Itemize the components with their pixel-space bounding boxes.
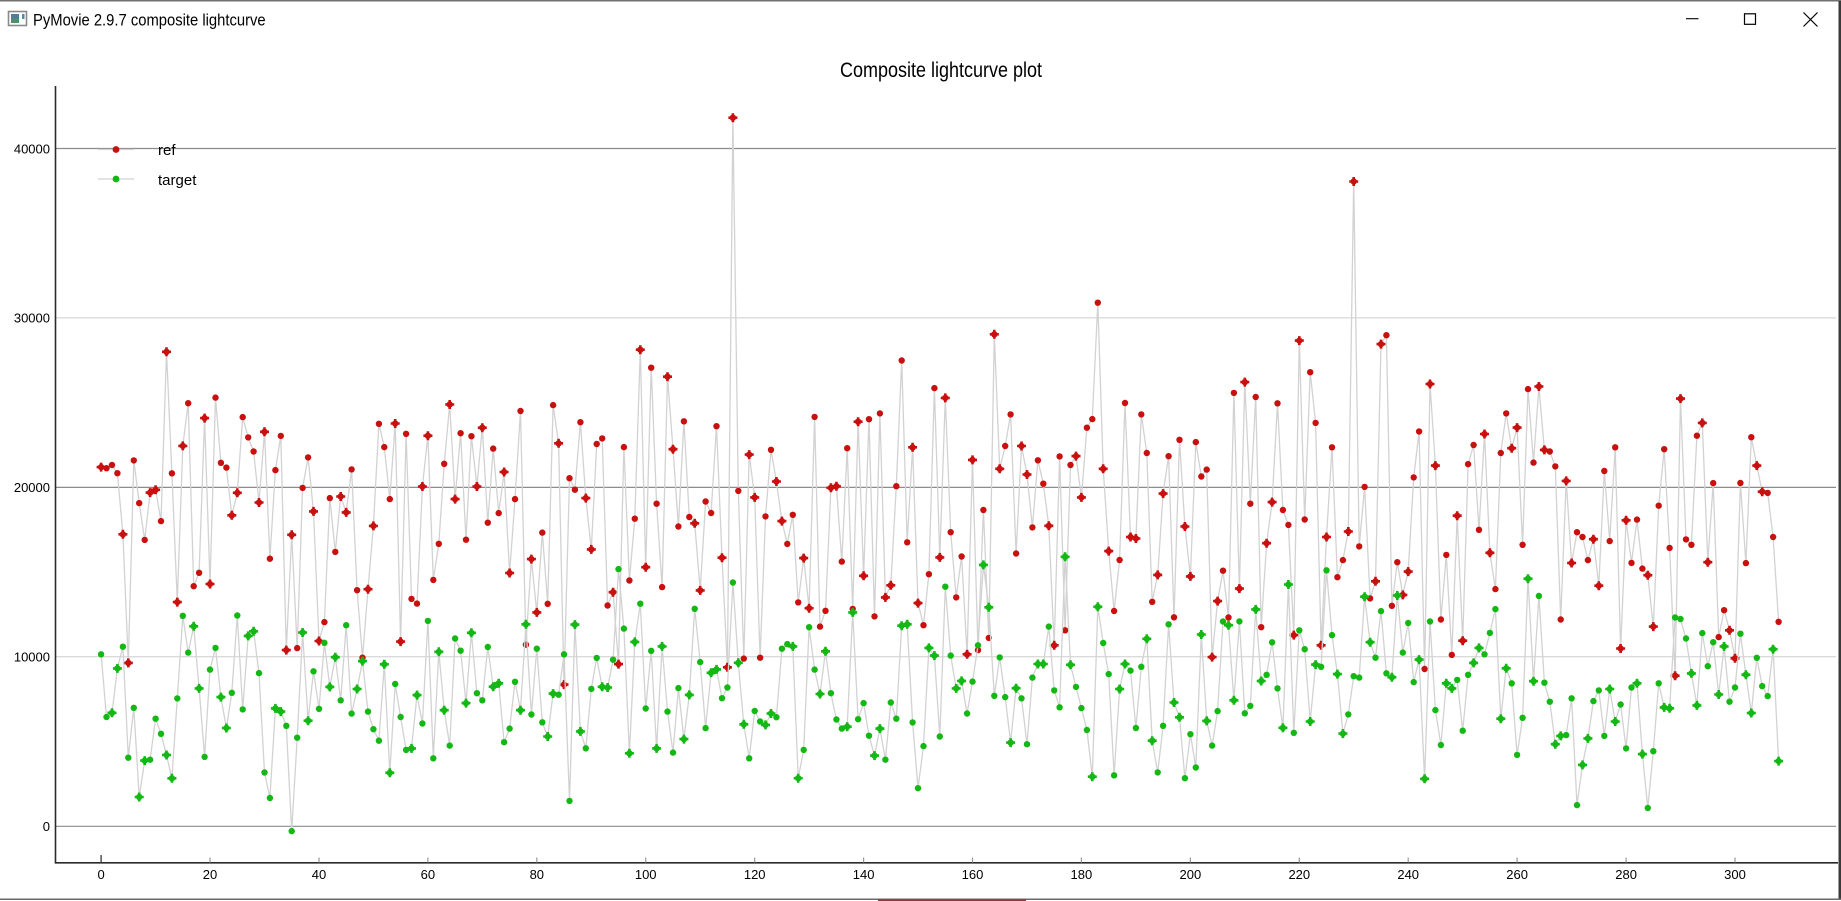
svg-text:Composite lightcurve plot: Composite lightcurve plot bbox=[840, 59, 1042, 83]
svg-text:10000: 10000 bbox=[14, 650, 50, 665]
svg-text:280: 280 bbox=[1615, 867, 1637, 882]
svg-text:200: 200 bbox=[1180, 867, 1202, 882]
svg-text:240: 240 bbox=[1397, 867, 1419, 882]
svg-text:20000: 20000 bbox=[14, 480, 50, 495]
svg-text:120: 120 bbox=[744, 867, 766, 882]
svg-text:300: 300 bbox=[1724, 867, 1746, 882]
svg-text:100: 100 bbox=[635, 867, 657, 882]
svg-text:220: 220 bbox=[1288, 867, 1310, 882]
svg-text:PyMovie 2.9.7 composite lightc: PyMovie 2.9.7 composite lightcurve bbox=[33, 12, 266, 30]
svg-text:ref: ref bbox=[158, 142, 176, 159]
svg-text:0: 0 bbox=[97, 867, 104, 882]
svg-text:40: 40 bbox=[312, 867, 326, 882]
svg-text:140: 140 bbox=[853, 867, 875, 882]
svg-text:40000: 40000 bbox=[14, 141, 50, 156]
svg-text:0: 0 bbox=[43, 819, 50, 834]
svg-text:60: 60 bbox=[421, 867, 435, 882]
svg-text:30000: 30000 bbox=[14, 311, 50, 326]
svg-text:180: 180 bbox=[1071, 867, 1093, 882]
svg-text:target: target bbox=[158, 172, 197, 189]
svg-text:160: 160 bbox=[962, 867, 984, 882]
svg-text:260: 260 bbox=[1506, 867, 1528, 882]
svg-text:20: 20 bbox=[203, 867, 217, 882]
svg-text:80: 80 bbox=[530, 867, 544, 882]
